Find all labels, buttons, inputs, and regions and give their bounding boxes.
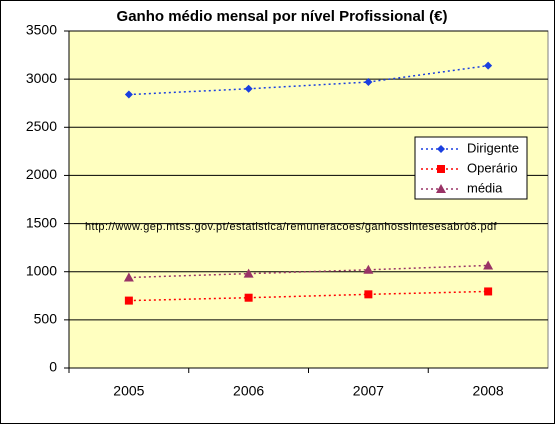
x-tick-label: 2006 xyxy=(233,383,264,399)
legend-label: média xyxy=(467,180,503,195)
y-tick-label: 2000 xyxy=(26,166,57,182)
legend-label: Dirigente xyxy=(467,140,519,155)
x-tick-label: 2008 xyxy=(473,383,504,399)
marker xyxy=(484,287,493,296)
x-tick-label: 2007 xyxy=(353,383,384,399)
y-tick-label: 1000 xyxy=(26,262,57,278)
x-tick-label: 2005 xyxy=(113,383,144,399)
legend-marker xyxy=(437,165,445,173)
y-tick-label: 2500 xyxy=(26,118,57,134)
marker xyxy=(364,78,373,87)
y-tick-label: 1500 xyxy=(26,214,57,230)
marker xyxy=(364,290,373,299)
legend: Dirigente Operário média xyxy=(414,136,528,200)
legend-marker xyxy=(437,145,445,153)
y-tick-label: 0 xyxy=(49,359,57,375)
legend-label: Operário xyxy=(467,160,518,175)
marker xyxy=(123,272,134,282)
series-line xyxy=(128,64,489,96)
y-tick-label: 3000 xyxy=(26,70,57,86)
chart-title: Ganho médio mensal por nível Profissiona… xyxy=(117,8,448,25)
marker xyxy=(363,264,374,274)
marker xyxy=(124,90,133,99)
marker xyxy=(484,61,493,70)
y-tick-label: 3500 xyxy=(26,22,57,38)
marker xyxy=(244,293,253,302)
legend-marker xyxy=(436,184,446,193)
marker xyxy=(244,84,253,93)
marker xyxy=(243,268,254,278)
marker xyxy=(124,296,133,305)
annotation: http://www.gep.mtss.gov.pt/estatistica/r… xyxy=(85,221,497,233)
marker xyxy=(483,260,494,270)
y-tick-label: 500 xyxy=(34,311,58,327)
legend-box xyxy=(414,136,528,200)
